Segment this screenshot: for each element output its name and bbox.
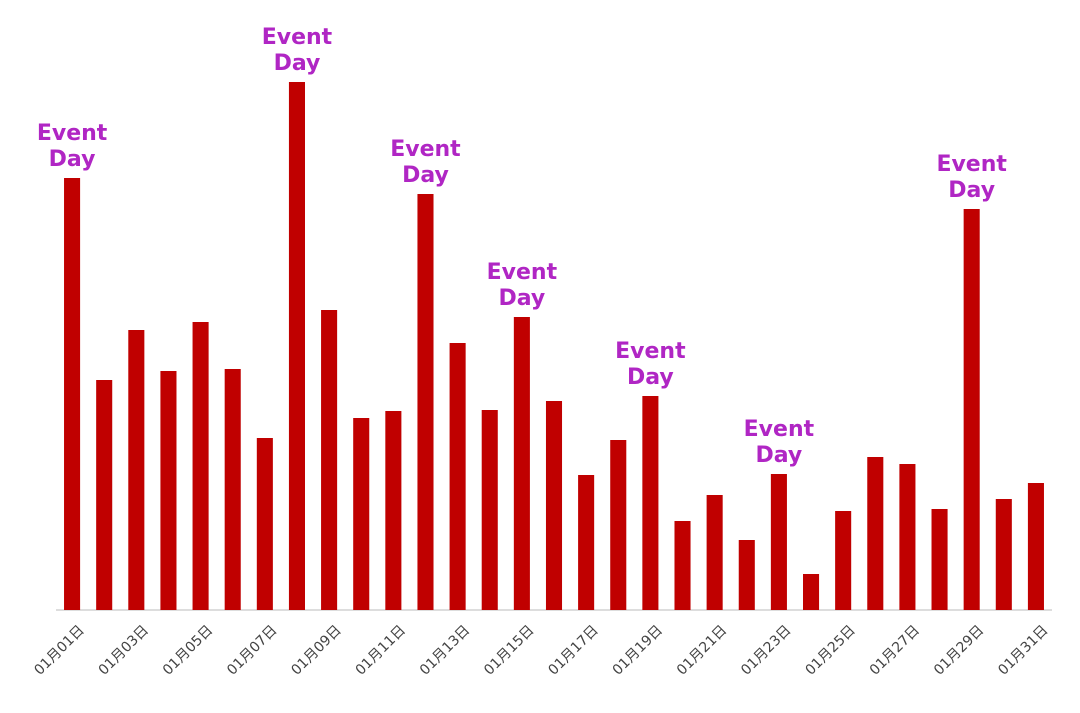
event-annotation: Event Day	[936, 152, 1007, 203]
bar	[513, 317, 530, 610]
bar	[64, 178, 81, 610]
event-annotation: Event Day	[615, 339, 686, 390]
bar	[867, 457, 884, 610]
x-tick-label: 01月27日	[867, 622, 923, 678]
x-tick-label: 01月09日	[288, 622, 344, 678]
bar	[224, 369, 241, 610]
bar	[128, 330, 145, 610]
x-tick-label: 01月19日	[610, 622, 666, 678]
x-tick-label: 01月07日	[224, 622, 280, 678]
bar	[192, 322, 209, 610]
event-annotation: Event Day	[744, 417, 815, 468]
x-tick-label: 01月13日	[417, 622, 473, 678]
bar	[931, 509, 948, 610]
bar	[417, 194, 434, 610]
x-tick-label: 01月29日	[931, 622, 987, 678]
bar	[353, 418, 370, 610]
x-tick-label: 01月11日	[353, 622, 409, 678]
x-tick-label: 01月17日	[545, 622, 601, 678]
x-tick-label: 01月23日	[738, 622, 794, 678]
x-tick-label: 01月15日	[481, 622, 537, 678]
bar	[610, 440, 627, 610]
bar	[835, 511, 852, 610]
bar	[385, 411, 402, 610]
bar	[481, 410, 498, 610]
x-tick-label: 01月01日	[31, 622, 87, 678]
bar	[449, 343, 466, 610]
x-tick-label: 01月21日	[674, 622, 730, 678]
bar	[770, 474, 787, 610]
x-tick-label: 01月05日	[160, 622, 216, 678]
bar	[963, 209, 980, 610]
bar	[674, 521, 691, 610]
bar	[995, 499, 1012, 610]
bar	[256, 438, 273, 610]
bar	[321, 310, 338, 610]
x-tick-label: 01月31日	[995, 622, 1051, 678]
x-tick-label: 01月03日	[96, 622, 152, 678]
event-annotation: Event Day	[37, 121, 108, 172]
event-annotation: Event Day	[262, 25, 333, 76]
x-tick-label: 01月25日	[802, 622, 858, 678]
event-annotation: Event Day	[487, 260, 558, 311]
bar	[96, 380, 113, 610]
bar	[288, 82, 305, 610]
bar	[1027, 483, 1044, 610]
bar	[578, 475, 595, 610]
bar	[545, 401, 563, 610]
bar	[160, 371, 177, 610]
event-annotation: Event Day	[390, 137, 461, 188]
bar	[706, 495, 723, 610]
bar	[899, 464, 916, 610]
bar	[738, 540, 755, 610]
bar	[642, 396, 659, 610]
bar	[803, 574, 820, 610]
